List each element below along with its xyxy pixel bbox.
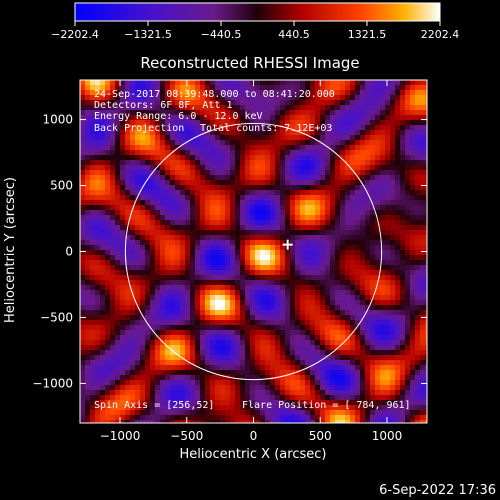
colorbar-tick-label: −440.5 xyxy=(201,28,242,41)
colorbar-ticks: −2202.4 −1321.5 −440.5 440.5 1321.5 2202.4 xyxy=(51,21,459,41)
annotation-energy: Energy Range: 6.0 - 12.0 keV xyxy=(94,111,263,122)
colorbar-tick-label: 1321.5 xyxy=(348,28,387,41)
heatmap-image xyxy=(80,80,427,423)
x-axis-label: Heliocentric X (arcsec) xyxy=(180,447,327,462)
annotation-detectors: Detectors: 6F 8F, Att 1 xyxy=(94,100,232,111)
y-axis-ticks: −1000 −500 0 500 1000 xyxy=(32,113,427,390)
x-tick-label: −500 xyxy=(170,429,203,443)
y-tick-label: 0 xyxy=(65,245,73,259)
colorbar xyxy=(74,2,441,22)
annotation-time: 24-Sep-2017 08:39:48.000 to 08:41:20.000 xyxy=(94,89,335,100)
x-tick-label: 0 xyxy=(250,429,258,443)
x-tick-label: −1000 xyxy=(100,429,141,443)
x-tick-label: 500 xyxy=(309,429,332,443)
y-tick-label: 500 xyxy=(50,179,73,193)
flare-position-label: Flare Position = [ 784, 961] xyxy=(242,400,411,411)
footer-timestamp: 6-Sep-2022 17:36 xyxy=(379,483,496,498)
spin-axis-label: Spin Axis = [256,52] xyxy=(94,400,214,411)
y-tick-label: −1000 xyxy=(32,376,73,390)
chart-title: Reconstructed RHESSI Image xyxy=(140,54,359,72)
colorbar-tick-label: 2202.4 xyxy=(421,28,460,41)
colorbar-tick-label: −1321.5 xyxy=(124,28,172,41)
annotation-method: Back Projection xyxy=(94,123,184,134)
y-axis-label: Heliocentric Y (arcsec) xyxy=(3,177,18,323)
x-tick-label: 1000 xyxy=(372,429,403,443)
x-axis-ticks: −1000 −500 0 500 1000 xyxy=(100,80,402,443)
y-tick-label: −500 xyxy=(40,310,73,324)
annotation-counts: Total counts: 7.12E+03 xyxy=(200,123,332,134)
colorbar-tick-label: −2202.4 xyxy=(51,28,99,41)
y-tick-label: 1000 xyxy=(42,113,73,127)
solar-limb-circle xyxy=(124,122,383,381)
colorbar-tick-label: 440.5 xyxy=(278,28,310,41)
flare-marker xyxy=(282,239,293,250)
